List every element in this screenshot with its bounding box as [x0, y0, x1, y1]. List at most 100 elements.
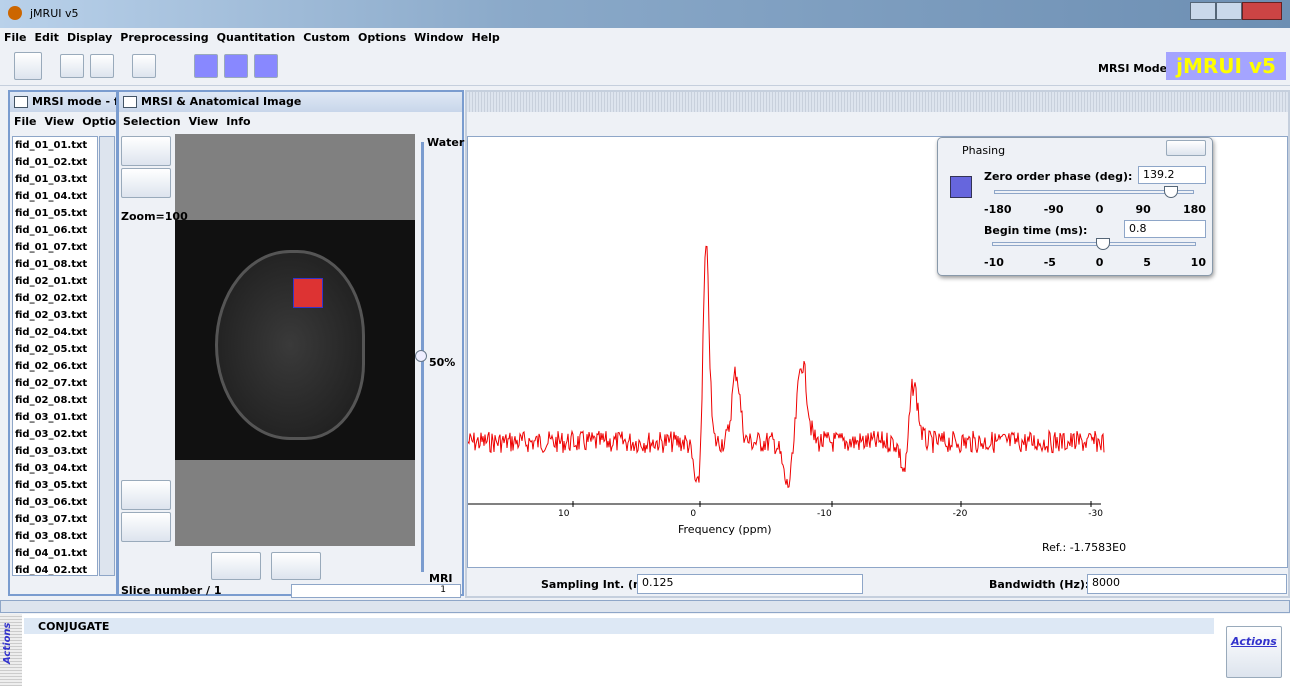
scrollbar[interactable]: [99, 136, 115, 576]
image-area: [175, 134, 415, 546]
baseline-button[interactable]: [224, 54, 248, 78]
file-item[interactable]: fid_03_02.txt: [15, 429, 88, 440]
next-button[interactable]: [271, 552, 321, 580]
tick-label: 10: [1190, 256, 1206, 269]
file-item[interactable]: fid_03_03.txt: [15, 446, 88, 457]
file-item[interactable]: fid_02_04.txt: [15, 327, 88, 338]
app-icon: [8, 6, 22, 20]
zero-phase-ticks: -180 -90 0 90 180: [984, 203, 1206, 216]
slider-thumb[interactable]: [1164, 186, 1178, 198]
file-item[interactable]: fid_03_06.txt: [15, 497, 88, 508]
sampling-label: Sampling Int. (ms):: [541, 578, 661, 591]
auto-phase-button[interactable]: [950, 176, 972, 198]
x-tick-label: 0: [690, 509, 697, 519]
file-item[interactable]: fid_01_06.txt: [15, 225, 88, 236]
zero-button[interactable]: [254, 54, 278, 78]
begin-time-field[interactable]: 0.8: [1124, 220, 1206, 238]
actions-side: Actions: [0, 614, 22, 686]
ref-label: Ref.: -1.7583E0: [1042, 541, 1127, 554]
begin-time-label: Begin time (ms):: [984, 224, 1088, 237]
menu-item[interactable]: Optio: [82, 115, 116, 128]
save-button[interactable]: [90, 54, 114, 78]
file-item[interactable]: fid_03_05.txt: [15, 480, 88, 491]
file-item[interactable]: fid_02_06.txt: [15, 361, 88, 372]
menu-item[interactable]: File: [4, 31, 27, 44]
zoom-out-button[interactable]: [121, 168, 171, 198]
menu-item[interactable]: Custom: [303, 31, 350, 44]
tick-label: -180: [984, 203, 1012, 216]
title-bar: jMRUI v5: [0, 0, 1290, 28]
file-item[interactable]: fid_03_04.txt: [15, 463, 88, 474]
panel-title: MRSI mode - fi: [10, 92, 116, 112]
voxel-selection[interactable]: [293, 278, 323, 308]
window-controls[interactable]: [1190, 2, 1282, 20]
x-tick-label: -20: [952, 509, 968, 519]
slider-thumb[interactable]: [415, 350, 427, 362]
tick-label: -5: [1043, 256, 1056, 269]
zero-phase-slider[interactable]: [994, 190, 1194, 194]
file-item[interactable]: fid_01_04.txt: [15, 191, 88, 202]
file-item[interactable]: fid_03_01.txt: [15, 412, 88, 423]
open-button[interactable]: [60, 54, 84, 78]
file-item[interactable]: fid_02_08.txt: [15, 395, 88, 406]
close-button[interactable]: [1166, 140, 1206, 156]
x-tick-label: 10: [558, 509, 570, 519]
zero-phase-label: Zero order phase (deg):: [984, 170, 1133, 183]
file-item[interactable]: fid_01_05.txt: [15, 208, 88, 219]
menu-item[interactable]: Preprocessing: [120, 31, 209, 44]
file-item[interactable]: fid_01_03.txt: [15, 174, 88, 185]
menu-item[interactable]: View: [44, 115, 75, 128]
zoom-in-button[interactable]: [121, 136, 171, 166]
file-item[interactable]: fid_03_08.txt: [15, 531, 88, 542]
actions-button[interactable]: Actions: [1226, 626, 1282, 678]
bandwidth-label: Bandwidth (Hz):: [989, 578, 1090, 591]
file-item[interactable]: fid_01_02.txt: [15, 157, 88, 168]
bandwidth-field[interactable]: 8000: [1087, 574, 1287, 594]
menu-item[interactable]: Edit: [34, 31, 59, 44]
file-item[interactable]: fid_01_07.txt: [15, 242, 88, 253]
file-item[interactable]: fid_01_08.txt: [15, 259, 88, 270]
file-item[interactable]: fid_02_01.txt: [15, 276, 88, 287]
menu-item[interactable]: Help: [471, 31, 500, 44]
file-item[interactable]: fid_04_01.txt: [15, 548, 88, 559]
slider-thumb[interactable]: [1096, 238, 1110, 250]
file-item[interactable]: fid_04_02.txt: [15, 565, 88, 576]
file-item[interactable]: fid_01_01.txt: [15, 140, 88, 151]
menu-item[interactable]: Window: [414, 31, 464, 44]
horizontal-scrollbar[interactable]: [0, 600, 1290, 613]
menu-item[interactable]: Info: [226, 115, 251, 128]
image-panel: MRSI & Anatomical Image Selection View Inf…: [117, 90, 464, 598]
file-item[interactable]: fid_02_05.txt: [15, 344, 88, 355]
wizard-button[interactable]: [14, 52, 42, 80]
menu-item[interactable]: Quantitation: [216, 31, 296, 44]
down-button[interactable]: [121, 512, 171, 542]
phase-button[interactable]: [194, 54, 218, 78]
tick-label: -90: [1043, 203, 1064, 216]
menu-bar: File Edit Display Preprocessing Quantitation…: [4, 31, 500, 47]
menu-item[interactable]: Display: [66, 31, 113, 44]
menu-item[interactable]: View: [188, 115, 219, 128]
begin-time-slider[interactable]: [992, 242, 1196, 246]
panel-menu: File View Optio: [10, 112, 116, 130]
menu-item[interactable]: File: [14, 115, 37, 128]
sampling-field[interactable]: 0.125: [637, 574, 863, 594]
menu-item[interactable]: Selection: [123, 115, 181, 128]
slider-mid-label: 50%: [429, 356, 456, 369]
slice-label: Slice number / 1: [121, 584, 222, 597]
tick-label: 0: [1095, 256, 1104, 269]
file-item[interactable]: fid_03_07.txt: [15, 514, 88, 525]
print-button[interactable]: [132, 54, 156, 78]
spectrum-svg: [467, 245, 1105, 507]
up-button[interactable]: [121, 480, 171, 510]
x-axis-label: Frequency (ppm): [678, 523, 772, 536]
menu-item[interactable]: Options: [357, 31, 407, 44]
file-item[interactable]: fid_02_03.txt: [15, 310, 88, 321]
slice-field[interactable]: 1: [291, 584, 461, 598]
file-item[interactable]: fid_02_02.txt: [15, 293, 88, 304]
file-item[interactable]: fid_02_07.txt: [15, 378, 88, 389]
action-header: CONJUGATE: [24, 618, 1214, 634]
prev-button[interactable]: [211, 552, 261, 580]
zero-phase-field[interactable]: 139.2: [1138, 166, 1206, 184]
